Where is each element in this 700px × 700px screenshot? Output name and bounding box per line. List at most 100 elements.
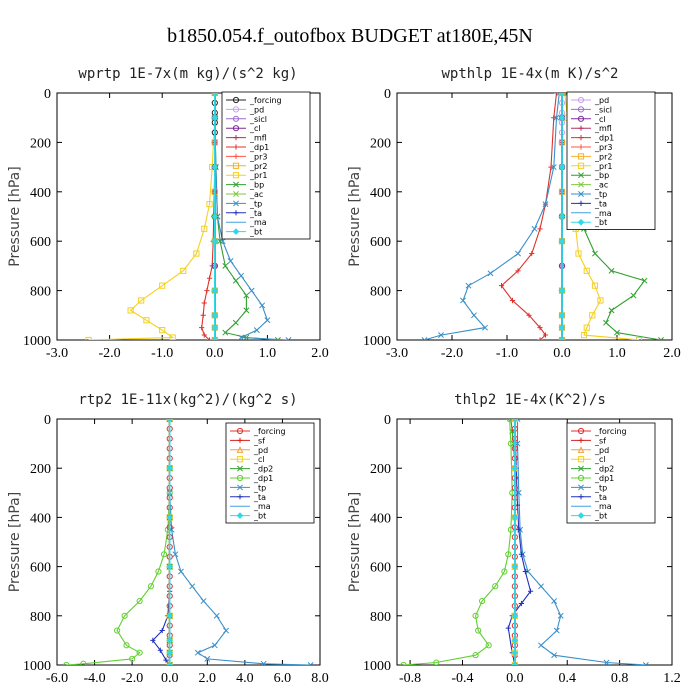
thlp2-bt-point <box>511 563 519 570</box>
thlp2-tp-point <box>557 612 564 619</box>
wprtp-legend-label: _pr3 <box>249 152 267 161</box>
rtp2-xtick-label: -2.0 <box>121 671 143 686</box>
rtp2-legend-bt-point <box>236 512 244 519</box>
rtp2-bt-point <box>166 514 174 521</box>
thlp2-bt-point <box>511 419 519 423</box>
rtp2-ylabel: Pressure [hPa] <box>7 492 23 592</box>
wprtp-dp1-point <box>201 300 207 306</box>
wpthlp-legend-label: _bp <box>594 171 609 180</box>
wpthlp-dp1-point <box>551 115 557 121</box>
wprtp-frame <box>56 92 321 341</box>
wpthlp-xtick-label: 2.0 <box>663 346 681 361</box>
wpthlp-tp-point <box>542 201 549 208</box>
wpthlp-tp-point <box>460 297 466 304</box>
rtp2-ytick-label: 1000 <box>23 659 51 674</box>
wprtp-legend-label: _bt <box>249 228 262 237</box>
rtp2-dp2-point <box>166 419 173 422</box>
rtp2-ytick-label: 200 <box>30 462 51 477</box>
thlp2-frame <box>396 418 673 666</box>
wpthlp-legend-label: _pd <box>594 96 609 105</box>
wpthlp-tp-point <box>482 324 488 331</box>
wpthlp-bt-point <box>558 336 566 340</box>
wpthlp-dp1-point <box>537 325 543 331</box>
wpthlp-legend-cl-point <box>577 115 585 122</box>
thlp2-legend: _forcing_sf_pd_cl_dp2_dp1_tp_ta_ma_bt <box>566 422 656 524</box>
wpthlp-line-tp <box>424 93 560 340</box>
thlp2-tp-point <box>553 627 560 634</box>
wpthlp-dp1-point <box>542 332 549 338</box>
thlp2-legend-tp-point <box>578 484 584 491</box>
rtp2-legend-label: _cl <box>253 455 265 464</box>
thlp2-data <box>400 419 649 665</box>
thlp2-tp-point <box>551 598 558 604</box>
wprtp-legend-label: _sicl <box>249 115 267 124</box>
wpthlp-dp1-point <box>498 283 505 289</box>
rtp2-legend-label: _dp2 <box>253 465 273 474</box>
wpthlp-dp1-point <box>526 312 532 318</box>
thlp2-ytick-label: 0 <box>384 413 391 428</box>
wprtp-xtick-label: -2.0 <box>99 346 121 361</box>
thlp2-legend-bt-point <box>577 512 585 519</box>
rtp2-frame <box>56 418 321 666</box>
thlp2-legend-cl-point <box>577 456 585 463</box>
wpthlp-ytick-label: 400 <box>370 186 391 201</box>
wpthlp-bp-point <box>641 277 648 284</box>
wpthlp-bp-point <box>603 319 609 326</box>
thlp2-legend-label: _dp1 <box>594 474 614 483</box>
rtp2-legend-label: _forcing <box>253 427 286 436</box>
wpthlp-bp-point <box>658 337 664 340</box>
wprtp-tp-point <box>219 238 226 245</box>
rtp2-tp-point <box>204 655 211 662</box>
wprtp-pr1-point <box>201 225 208 232</box>
rtp2-dp1-point <box>147 583 155 590</box>
wprtp-bp-point <box>274 337 281 340</box>
thlp2-xtick-label: -0.4 <box>451 671 473 686</box>
thlp2-ylabel: Pressure [hPa] <box>347 492 363 592</box>
wprtp-pr1-point <box>169 334 176 340</box>
wprtp-dp1-point <box>204 288 210 294</box>
wprtp-bt-point <box>211 324 219 331</box>
wprtp-legend-pd-point <box>232 106 240 113</box>
thlp2-tp-point <box>642 662 649 665</box>
wpthlp-bp-point <box>592 250 598 257</box>
wprtp-legend-label: _forcing <box>249 96 282 105</box>
wprtp-xtick-label: -3.0 <box>46 346 68 361</box>
wprtp-ytick-label: 800 <box>30 285 51 300</box>
rtp2-dp1-point <box>136 649 143 656</box>
rtp2-legend-label: _sf <box>253 436 265 445</box>
wpthlp-dp1-point <box>509 297 516 304</box>
wpthlp-ytick-label: 800 <box>370 285 391 300</box>
wpthlp-line-dp1 <box>500 93 558 340</box>
wprtp-tp-point <box>238 272 245 279</box>
rtp2-xtick-label: 6.0 <box>274 671 292 686</box>
rtp2-xtick-label: 4.0 <box>236 671 254 686</box>
wpthlp-dp1-point <box>515 268 521 274</box>
rtp2-legend: _forcing_sf_pd_cl_dp2_dp1_tp_ta_ma_bt <box>225 422 315 524</box>
wpthlp-ytick-label: 0 <box>384 87 391 102</box>
wprtp-xtick-label: 0.0 <box>206 346 224 361</box>
wprtp-dp1-point <box>201 332 207 338</box>
rtp2-dp1-point <box>155 568 162 575</box>
wprtp-bt-point <box>211 287 219 294</box>
wpthlp-legend-label: _pr3 <box>594 143 612 152</box>
wpthlp-bp-point <box>608 307 615 314</box>
wpthlp-tp-point <box>515 250 521 257</box>
wpthlp-bt-point <box>558 93 566 97</box>
wpthlp-series-tp <box>421 93 563 340</box>
figure-title: b1850.054.f_outofbox BUDGET at180E,45N <box>167 25 533 47</box>
wprtp-line-pr1 <box>88 93 216 340</box>
wpthlp-ac-point <box>559 93 565 96</box>
wpthlp-ytick-label: 1000 <box>363 334 391 349</box>
rtp2-legend-pd-point <box>236 446 244 453</box>
wpthlp-legend-label: _ac <box>594 181 608 190</box>
wpthlp-series-bt <box>558 93 566 340</box>
wprtp-legend-label: _ma <box>249 218 267 227</box>
wpthlp-dp1-point <box>537 226 543 232</box>
wprtp-pr1-point <box>193 250 200 257</box>
thlp2-ytick-label: 600 <box>370 561 391 576</box>
rtp2-tp-point <box>213 612 220 619</box>
wpthlp-legend-label: _dp1 <box>594 134 614 143</box>
thlp2-ytick-label: 400 <box>370 511 391 526</box>
wprtp-ytick-label: 0 <box>44 87 51 102</box>
